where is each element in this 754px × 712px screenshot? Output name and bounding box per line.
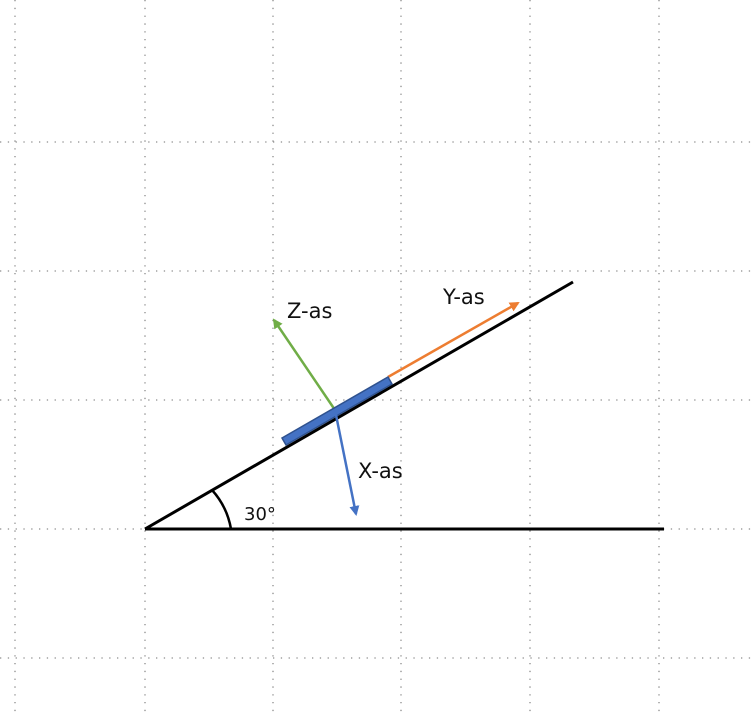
angle-arc [211,489,233,530]
z-axis-label: Z-as [287,299,332,323]
x-axis-arrow [333,409,360,516]
block [280,375,394,447]
z-axis-arrow [272,318,337,411]
y-axis-label: Y-as [442,285,485,309]
angle-label: 30° [244,504,276,525]
y-axis-arrow [387,301,520,379]
x-axis-label: X-as [358,459,403,483]
incline-line [144,280,574,531]
